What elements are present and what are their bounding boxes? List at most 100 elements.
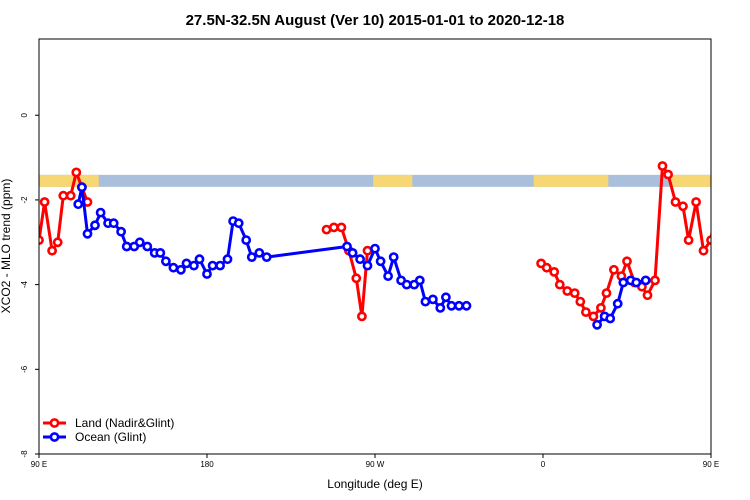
data-point-land bbox=[732, 184, 739, 191]
chart-title: 27.5N-32.5N August (Ver 10) 2015-01-01 t… bbox=[186, 12, 565, 29]
data-point-land bbox=[650, 275, 660, 286]
x-tick-label: 90 E bbox=[31, 460, 47, 469]
data-point-land bbox=[683, 235, 694, 245]
x-tick-label: 90 E bbox=[703, 460, 719, 469]
legend-item-land: Land (Nadir&Glint) bbox=[43, 416, 174, 430]
data-point-ocean bbox=[605, 313, 616, 324]
data-point-land bbox=[678, 201, 688, 212]
x-tick-label: 0 bbox=[541, 460, 546, 469]
y-axis-label: XCO2 - MLO trend (ppm) bbox=[0, 179, 13, 314]
y-tick-label: -4 bbox=[20, 281, 29, 289]
data-point-land bbox=[721, 192, 728, 199]
series-layer bbox=[39, 161, 750, 330]
land-strip-segment bbox=[39, 174, 99, 187]
data-point-ocean bbox=[90, 220, 100, 231]
data-point-ocean bbox=[420, 296, 431, 307]
data-point-ocean bbox=[121, 241, 132, 252]
data-point-land bbox=[541, 262, 552, 273]
data-point-land bbox=[706, 235, 711, 245]
data-point-ocean bbox=[160, 256, 171, 267]
data-point-land bbox=[726, 169, 733, 176]
data-point-land bbox=[356, 311, 367, 322]
legend-item-ocean: Ocean (Glint) bbox=[43, 430, 146, 444]
data-point-land bbox=[336, 222, 347, 233]
data-point-ocean bbox=[446, 300, 457, 311]
data-point-land bbox=[71, 167, 82, 178]
y-tick-label: -2 bbox=[20, 196, 29, 204]
y-tick-label: 0 bbox=[20, 112, 29, 117]
data-point-ocean bbox=[355, 254, 365, 265]
data-point-ocean bbox=[631, 277, 642, 288]
data-point-land bbox=[47, 245, 57, 256]
data-point-ocean bbox=[142, 241, 153, 252]
data-point-ocean bbox=[454, 300, 464, 311]
land-ocean-strip bbox=[39, 174, 711, 187]
data-point-ocean bbox=[362, 260, 373, 271]
data-point-land bbox=[581, 307, 591, 317]
data-point-ocean bbox=[640, 275, 651, 286]
data-point-land bbox=[575, 296, 586, 307]
data-point-ocean bbox=[194, 254, 205, 265]
data-point-land bbox=[691, 197, 701, 207]
x-axis: 90 E 180 90 W 0 90 E bbox=[31, 454, 719, 469]
data-point-ocean bbox=[745, 222, 750, 229]
x-tick-label: 180 bbox=[200, 460, 214, 469]
data-point-ocean bbox=[732, 184, 739, 191]
data-point-land bbox=[596, 302, 606, 313]
data-point-ocean bbox=[116, 226, 126, 237]
data-point-ocean bbox=[728, 201, 735, 208]
data-point-ocean bbox=[383, 271, 393, 281]
data-point-land bbox=[569, 288, 580, 298]
data-point-ocean bbox=[414, 275, 425, 286]
data-point-land bbox=[713, 192, 720, 199]
data-point-ocean bbox=[108, 218, 119, 229]
series-line-ocean bbox=[732, 187, 750, 248]
data-point-land bbox=[328, 222, 339, 233]
data-point-ocean bbox=[370, 243, 380, 254]
x-axis-label: Longitude (deg E) bbox=[327, 477, 422, 491]
data-point-ocean bbox=[737, 230, 744, 237]
data-point-land bbox=[65, 190, 76, 201]
data-point-ocean bbox=[95, 207, 106, 218]
data-point-ocean bbox=[401, 279, 412, 290]
series-ocean bbox=[73, 182, 750, 330]
data-point-ocean bbox=[342, 241, 352, 252]
data-point-ocean bbox=[77, 182, 87, 193]
data-point-land bbox=[554, 279, 565, 290]
data-point-land bbox=[52, 237, 63, 248]
data-point-land bbox=[351, 273, 362, 284]
data-point-land bbox=[642, 290, 653, 301]
series-land bbox=[39, 161, 739, 322]
data-point-ocean bbox=[254, 247, 265, 258]
data-point-ocean bbox=[155, 247, 166, 258]
data-point-land bbox=[588, 311, 599, 322]
data-point-ocean bbox=[241, 235, 252, 245]
series-line-land bbox=[326, 225, 369, 318]
data-point-ocean bbox=[461, 300, 472, 311]
data-point-ocean bbox=[207, 260, 218, 271]
x-tick-label: 90 W bbox=[366, 460, 385, 469]
data-point-land bbox=[622, 256, 632, 267]
y-tick-label: -8 bbox=[20, 450, 29, 458]
data-point-ocean bbox=[592, 319, 602, 330]
data-point-ocean bbox=[215, 260, 225, 271]
legend-label-ocean: Ocean (Glint) bbox=[75, 430, 146, 444]
y-axis: 0 -2 -4 -6 -8 bbox=[20, 112, 39, 458]
data-point-ocean bbox=[202, 269, 212, 279]
data-point-land bbox=[609, 264, 619, 275]
data-point-ocean bbox=[134, 237, 145, 248]
y-tick-label: -6 bbox=[20, 365, 29, 373]
legend: Land (Nadir&Glint)Ocean (Glint) bbox=[43, 416, 174, 444]
legend-marker-land bbox=[49, 418, 60, 428]
data-point-land bbox=[549, 266, 560, 277]
data-point-ocean bbox=[435, 302, 446, 313]
legend-marker-ocean bbox=[49, 432, 60, 442]
data-point-land bbox=[657, 161, 668, 171]
data-point-ocean bbox=[261, 252, 272, 262]
data-point-land bbox=[39, 197, 50, 207]
data-point-ocean bbox=[440, 292, 451, 303]
data-point-ocean bbox=[82, 228, 93, 239]
land-strip-segment bbox=[373, 174, 413, 187]
data-point-land bbox=[663, 169, 673, 180]
data-point-ocean bbox=[427, 294, 438, 305]
